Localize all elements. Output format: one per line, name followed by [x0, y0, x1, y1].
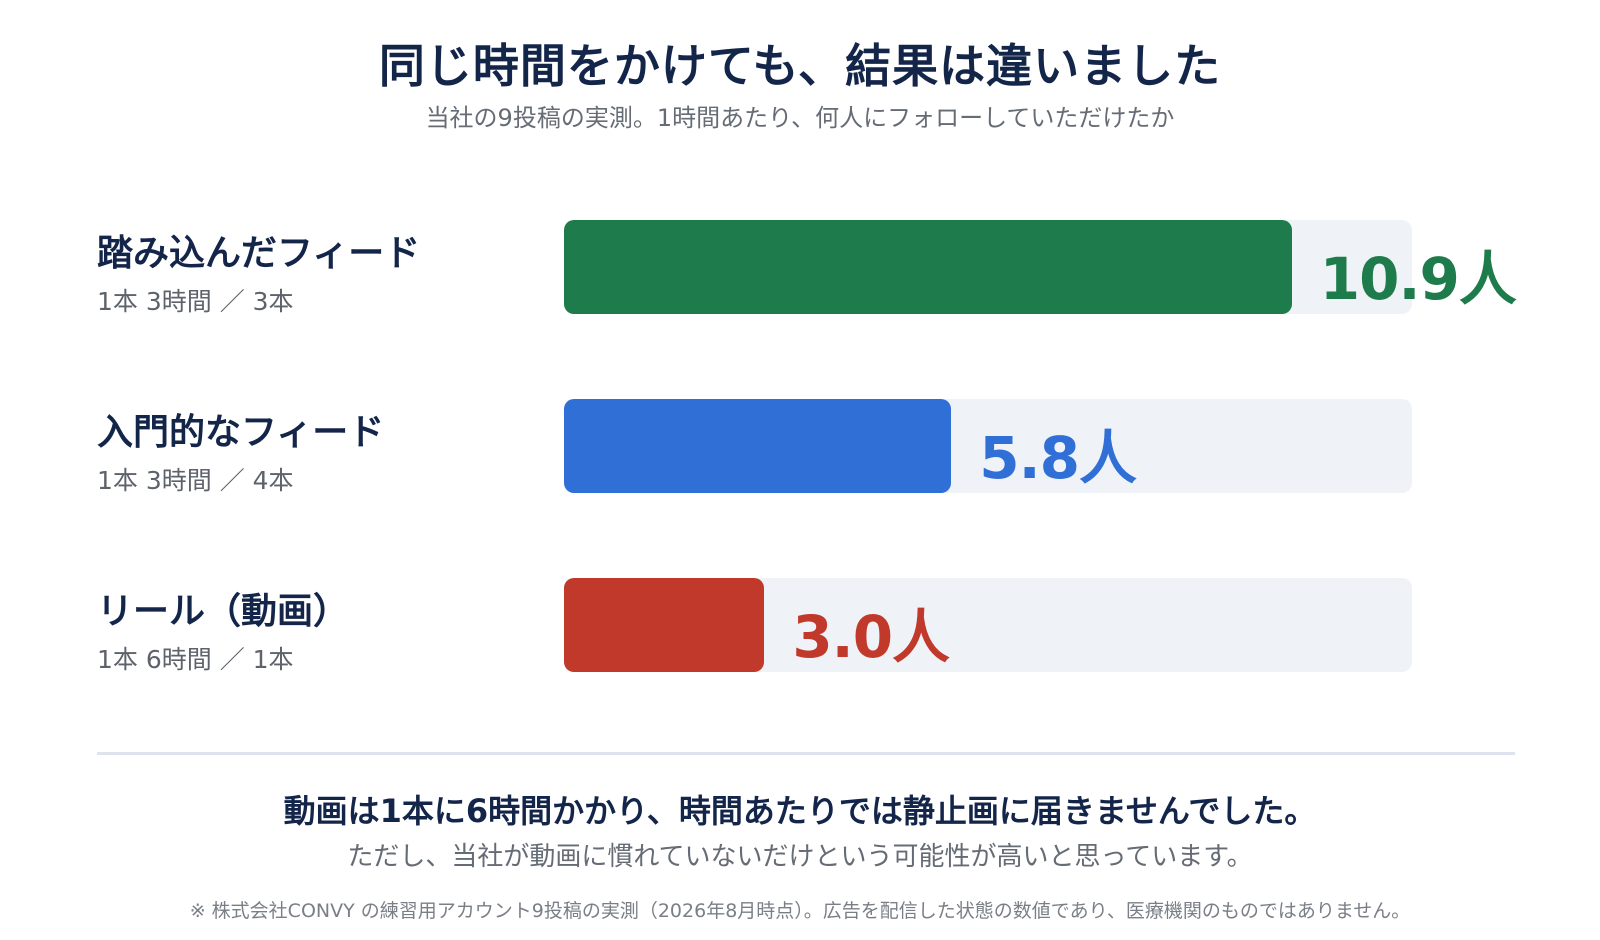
bar-row-deep-feed: 踏み込んだフィード 1本 3時間 ／ 3本 10.9人 — [0, 220, 1600, 316]
category-detail: 1本 3時間 ／ 4本 — [97, 466, 294, 495]
bar-fill — [564, 578, 765, 672]
category-label: 入門的なフィード — [97, 412, 385, 453]
divider — [97, 752, 1515, 755]
chart-title: 同じ時間をかけても、結果は違いました — [378, 39, 1222, 93]
bar-row-reel: リール（動画） 1本 6時間 ／ 1本 3.0人 — [0, 578, 1600, 674]
category-label: 踏み込んだフィード — [97, 233, 421, 274]
bar-track — [564, 578, 1412, 672]
value-label: 10.9人 — [1319, 245, 1517, 313]
footnote-text: ※ 株式会社CONVY の練習用アカウント9投稿の実測（2026年8月時点）。広… — [189, 900, 1411, 922]
bar-row-intro-feed: 入門的なフィード 1本 3時間 ／ 4本 5.8人 — [0, 399, 1600, 495]
chart-subtitle: 当社の9投稿の実測。1時間あたり、何人にフォローしていただけたか — [425, 104, 1175, 132]
category-label: リール（動画） — [97, 591, 350, 632]
bar-fill — [564, 399, 952, 493]
value-label: 5.8人 — [979, 424, 1137, 492]
conclusion-text: 動画は1本に6時間かかり、時間あたりでは静止画に届きませんでした。 — [283, 792, 1317, 830]
category-detail: 1本 6時間 ／ 1本 — [97, 645, 294, 674]
value-label: 3.0人 — [792, 603, 950, 671]
bar-fill — [564, 220, 1292, 314]
bar-track — [564, 220, 1412, 314]
category-detail: 1本 3時間 ／ 3本 — [97, 287, 294, 316]
bar-track — [564, 399, 1412, 493]
note-text: ただし、当社が動画に慣れていないだけという可能性が高いと思っています。 — [347, 842, 1253, 872]
